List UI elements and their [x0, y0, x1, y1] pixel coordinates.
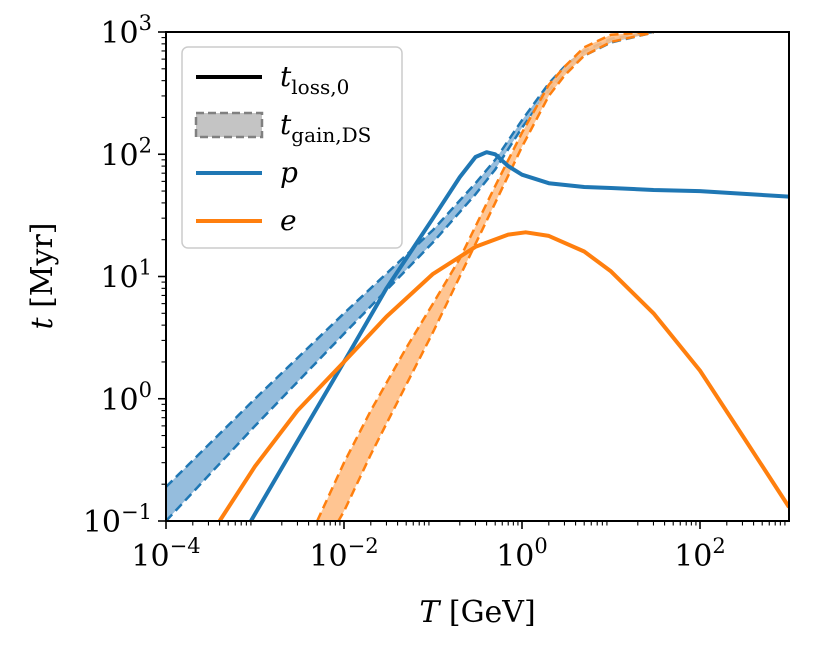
e-gain-band-lower — [336, 32, 654, 521]
legend-swatch-gain — [194, 111, 264, 139]
legend-label-e: e — [280, 204, 297, 237]
x-tick-label: 10−4 — [131, 534, 200, 574]
p-loss-line — [249, 150, 789, 521]
y-tick-label: 101 — [100, 256, 152, 296]
y-axis-label: t [Myr] — [25, 222, 60, 329]
e-gain-band-fill — [317, 32, 654, 521]
legend-label-p: p — [280, 156, 298, 189]
y-tick-label: 100 — [100, 378, 152, 418]
x-tick-label: 10−2 — [309, 534, 378, 574]
y-tick-label: 10−1 — [83, 500, 152, 540]
legend-box — [181, 46, 403, 249]
x-axis-label: T [GeV] — [419, 595, 535, 630]
legend-label-loss: tloss,0 — [280, 60, 349, 99]
legend-label-gain: tgain,DS — [280, 108, 371, 147]
x-tick-label: 102 — [674, 534, 726, 574]
e-gain-band-upper — [316, 32, 654, 521]
e-loss-line — [217, 230, 789, 521]
legend: tloss,0 tgain,DS pe — [181, 46, 403, 249]
y-tick-label: 103 — [100, 11, 152, 51]
axis-ticks: 10−4 10−2 100 102 10−1 100 101 102 103 — [83, 11, 786, 574]
loss-lines — [217, 150, 789, 521]
x-tick-label: 100 — [496, 534, 548, 574]
gain-bands — [166, 32, 654, 521]
y-tick-label: 102 — [100, 133, 152, 173]
